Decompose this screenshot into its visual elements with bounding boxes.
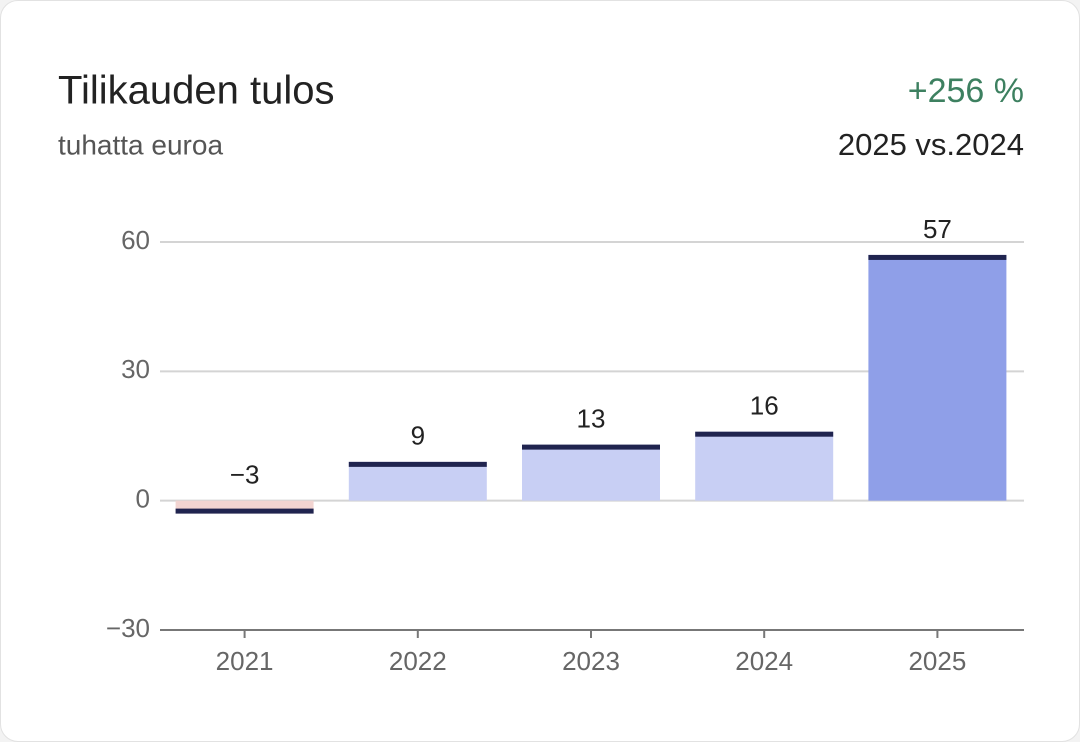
y-tick-label: 0 xyxy=(136,484,150,514)
value-label: 57 xyxy=(923,214,952,244)
bar-cap xyxy=(522,444,660,450)
x-tick-label: 2022 xyxy=(389,646,447,676)
y-tick-label: 60 xyxy=(121,225,150,255)
bar-cap xyxy=(348,461,487,467)
value-label: −3 xyxy=(230,460,260,490)
bar xyxy=(695,431,834,501)
y-tick-label: 30 xyxy=(121,354,150,384)
value-label: 16 xyxy=(750,391,779,421)
x-tick-label: 2023 xyxy=(562,646,620,676)
bar-cap xyxy=(868,254,1007,260)
x-tick-label: 2025 xyxy=(908,646,966,676)
bar xyxy=(522,444,660,501)
x-tick-label: 2024 xyxy=(735,646,793,676)
value-label: 9 xyxy=(411,421,425,451)
bar-cap xyxy=(695,431,834,437)
x-tick-label: 2021 xyxy=(216,646,274,676)
change: +256 % xyxy=(908,72,1024,110)
value-label: 13 xyxy=(577,403,606,433)
chart-title: Tilikauden tulos xyxy=(58,69,334,113)
comparison: 2025 vs.2024 xyxy=(838,127,1024,162)
y-tick-label: −30 xyxy=(106,613,150,643)
bar xyxy=(868,254,1007,501)
bar-cap xyxy=(175,508,314,514)
bar xyxy=(348,461,487,501)
chart-subtitle: tuhatta euroa xyxy=(58,129,223,160)
chart: Tilikauden tulos tuhatta euroa +256 % 20… xyxy=(58,69,1024,676)
